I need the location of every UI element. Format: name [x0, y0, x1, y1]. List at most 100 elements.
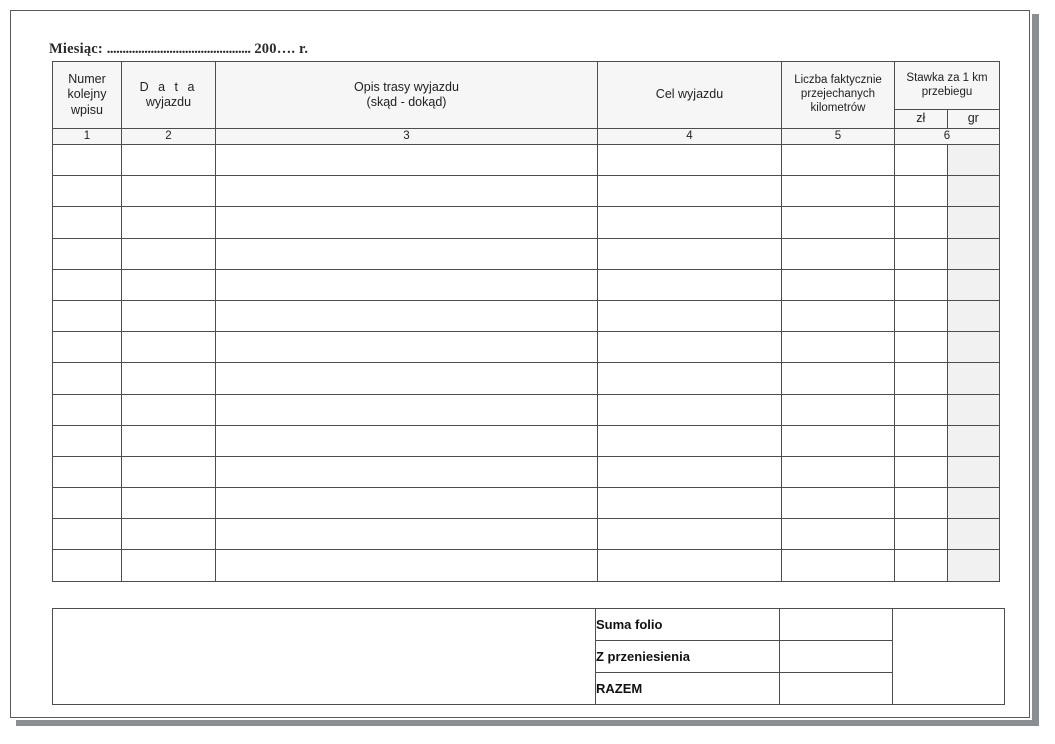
- cell-entry-number[interactable]: [52, 206, 122, 239]
- cell-entry-number[interactable]: [52, 393, 122, 426]
- cell-departure-date[interactable]: [121, 175, 216, 208]
- cell-rate-grosz[interactable]: [946, 487, 1000, 520]
- cell-departure-date[interactable]: [121, 299, 216, 333]
- cell-rate-grosz[interactable]: [946, 362, 1000, 395]
- cell-kilometers[interactable]: [781, 455, 895, 489]
- cell-route-description[interactable]: [215, 299, 598, 333]
- cell-kilometers[interactable]: [781, 424, 895, 457]
- cell-rate-zloty[interactable]: [894, 549, 948, 582]
- cell-kilometers[interactable]: [781, 331, 895, 364]
- cell-rate-zloty[interactable]: [894, 518, 948, 551]
- cell-rate-zloty[interactable]: [894, 424, 948, 457]
- cell-trip-purpose[interactable]: [597, 143, 782, 177]
- cell-rate-grosz[interactable]: [946, 331, 1000, 364]
- cell-entry-number[interactable]: [52, 143, 122, 177]
- cell-rate-grosz[interactable]: [946, 143, 1000, 177]
- cell-route-description[interactable]: [215, 487, 598, 520]
- cell-kilometers[interactable]: [781, 206, 895, 239]
- cell-entry-number[interactable]: [52, 487, 122, 520]
- cell-trip-purpose[interactable]: [597, 393, 782, 426]
- cell-departure-date[interactable]: [121, 424, 216, 457]
- cell-departure-date[interactable]: [121, 518, 216, 551]
- cell-route-description[interactable]: [215, 331, 598, 364]
- summary-value-razem[interactable]: [779, 672, 893, 705]
- cell-kilometers[interactable]: [781, 518, 895, 551]
- cell-rate-zloty[interactable]: [894, 299, 948, 333]
- cell-entry-number[interactable]: [52, 268, 122, 301]
- cell-rate-zloty[interactable]: [894, 175, 948, 208]
- cell-entry-number[interactable]: [52, 549, 122, 582]
- cell-route-description[interactable]: [215, 455, 598, 489]
- year-label[interactable]: 200…. r.: [254, 41, 309, 57]
- cell-rate-grosz[interactable]: [946, 518, 1000, 551]
- cell-trip-purpose[interactable]: [597, 518, 782, 551]
- cell-route-description[interactable]: [215, 424, 598, 457]
- cell-kilometers[interactable]: [781, 299, 895, 333]
- cell-trip-purpose[interactable]: [597, 206, 782, 239]
- cell-rate-grosz[interactable]: [946, 393, 1000, 426]
- cell-rate-zloty[interactable]: [894, 143, 948, 177]
- cell-trip-purpose[interactable]: [597, 268, 782, 301]
- summary-value-z-przeniesienia[interactable]: [779, 640, 893, 673]
- cell-kilometers[interactable]: [781, 268, 895, 301]
- cell-route-description[interactable]: [215, 268, 598, 301]
- cell-kilometers[interactable]: [781, 362, 895, 395]
- cell-departure-date[interactable]: [121, 206, 216, 239]
- cell-entry-number[interactable]: [52, 518, 122, 551]
- cell-departure-date[interactable]: [121, 549, 216, 582]
- cell-route-description[interactable]: [215, 175, 598, 208]
- cell-kilometers[interactable]: [781, 143, 895, 177]
- cell-rate-grosz[interactable]: [946, 175, 1000, 208]
- cell-rate-zloty[interactable]: [894, 455, 948, 489]
- cell-departure-date[interactable]: [121, 143, 216, 177]
- cell-rate-grosz[interactable]: [946, 424, 1000, 457]
- cell-kilometers[interactable]: [781, 487, 895, 520]
- cell-entry-number[interactable]: [52, 237, 122, 270]
- cell-entry-number[interactable]: [52, 424, 122, 457]
- cell-rate-zloty[interactable]: [894, 487, 948, 520]
- cell-departure-date[interactable]: [121, 362, 216, 395]
- cell-rate-zloty[interactable]: [894, 331, 948, 364]
- cell-rate-zloty[interactable]: [894, 362, 948, 395]
- cell-trip-purpose[interactable]: [597, 331, 782, 364]
- cell-kilometers[interactable]: [781, 175, 895, 208]
- cell-route-description[interactable]: [215, 518, 598, 551]
- cell-kilometers[interactable]: [781, 237, 895, 270]
- cell-route-description[interactable]: [215, 362, 598, 395]
- cell-rate-grosz[interactable]: [946, 455, 1000, 489]
- cell-departure-date[interactable]: [121, 237, 216, 270]
- month-dotted-blank[interactable]: ........................................…: [106, 41, 251, 57]
- summary-value-suma-folio[interactable]: [779, 608, 893, 641]
- cell-departure-date[interactable]: [121, 393, 216, 426]
- cell-entry-number[interactable]: [52, 175, 122, 208]
- cell-rate-zloty[interactable]: [894, 393, 948, 426]
- cell-route-description[interactable]: [215, 549, 598, 582]
- cell-trip-purpose[interactable]: [597, 455, 782, 489]
- cell-rate-grosz[interactable]: [946, 206, 1000, 239]
- cell-entry-number[interactable]: [52, 299, 122, 333]
- cell-route-description[interactable]: [215, 143, 598, 177]
- cell-trip-purpose[interactable]: [597, 424, 782, 457]
- cell-trip-purpose[interactable]: [597, 175, 782, 208]
- cell-rate-grosz[interactable]: [946, 549, 1000, 582]
- cell-trip-purpose[interactable]: [597, 299, 782, 333]
- cell-entry-number[interactable]: [52, 362, 122, 395]
- cell-trip-purpose[interactable]: [597, 362, 782, 395]
- cell-kilometers[interactable]: [781, 549, 895, 582]
- cell-rate-grosz[interactable]: [946, 237, 1000, 270]
- cell-rate-zloty[interactable]: [894, 206, 948, 239]
- cell-kilometers[interactable]: [781, 393, 895, 426]
- cell-route-description[interactable]: [215, 237, 598, 270]
- summary-blank-area[interactable]: [52, 608, 596, 705]
- cell-rate-zloty[interactable]: [894, 268, 948, 301]
- cell-departure-date[interactable]: [121, 487, 216, 520]
- cell-departure-date[interactable]: [121, 331, 216, 364]
- cell-departure-date[interactable]: [121, 455, 216, 489]
- cell-trip-purpose[interactable]: [597, 237, 782, 270]
- cell-entry-number[interactable]: [52, 331, 122, 364]
- cell-route-description[interactable]: [215, 206, 598, 239]
- cell-departure-date[interactable]: [121, 268, 216, 301]
- summary-rate-area[interactable]: [892, 608, 1005, 705]
- cell-trip-purpose[interactable]: [597, 487, 782, 520]
- cell-rate-zloty[interactable]: [894, 237, 948, 270]
